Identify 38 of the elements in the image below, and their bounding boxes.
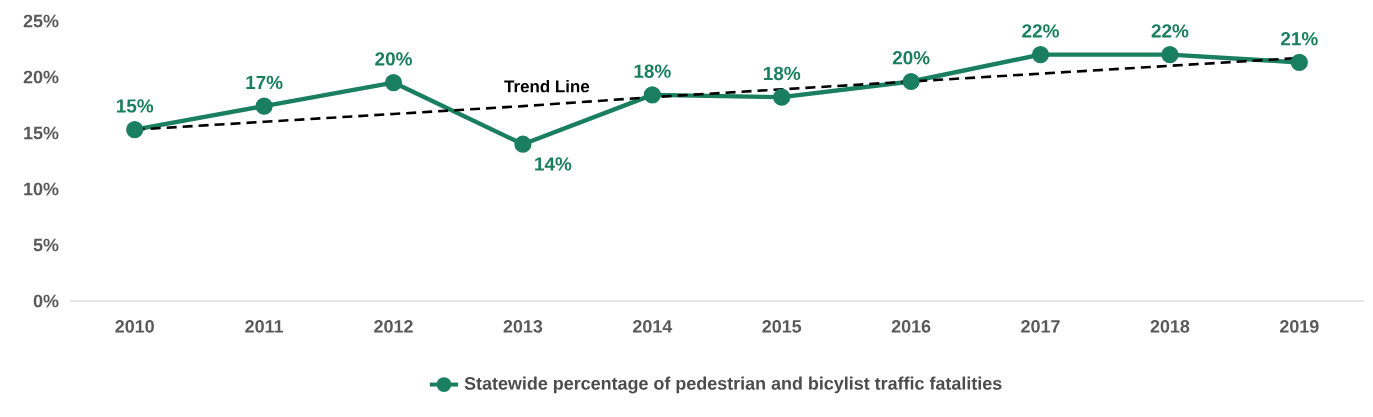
x-tick-label: 2015: [762, 320, 802, 333]
data-label: 17%: [246, 75, 283, 90]
x-tick-label: 2018: [1150, 320, 1190, 333]
point: [1161, 46, 1179, 64]
data-label: 18%: [763, 66, 801, 81]
point: [1290, 53, 1308, 72]
annotation: Trend Line: [504, 79, 590, 93]
data-label: 15%: [116, 99, 154, 113]
data-label: 22%: [1151, 24, 1189, 38]
point: [643, 86, 661, 104]
y-tick-label: 20%: [23, 70, 59, 84]
y-tick-label: 25%: [23, 14, 59, 28]
data-label: 22%: [1022, 24, 1059, 38]
point: [773, 88, 791, 106]
x-tick-label: 2014: [632, 320, 673, 333]
y-tick-label: 15%: [24, 126, 59, 140]
legend-label: Statewide percentage of pedestrian and bicylist traffic fatalities: [464, 376, 1002, 394]
point: [126, 121, 144, 139]
x-tick-label: 2017: [1021, 320, 1060, 333]
x-tick-label: 2011: [245, 320, 284, 333]
x-tick-label: 2019: [1280, 320, 1319, 333]
data-label: 20%: [892, 51, 930, 65]
data-label: 20%: [375, 52, 412, 66]
x-tick-label: 2016: [891, 320, 931, 333]
data-label: 18%: [634, 64, 671, 78]
point: [514, 135, 532, 153]
point: [384, 74, 403, 92]
data-label: 21%: [1281, 32, 1318, 46]
x-tick-label: 2012: [374, 320, 413, 333]
point: [902, 72, 920, 91]
point: [1031, 46, 1050, 64]
x-tick-label: 2013: [503, 320, 543, 333]
y-tick-label: 5%: [33, 238, 59, 252]
y-tick-label: 10%: [24, 182, 59, 196]
point: [255, 97, 273, 115]
y-tick-label: 0%: [33, 294, 59, 308]
data-label: 14%: [535, 157, 572, 171]
x-tick-label: 2010: [115, 320, 154, 333]
